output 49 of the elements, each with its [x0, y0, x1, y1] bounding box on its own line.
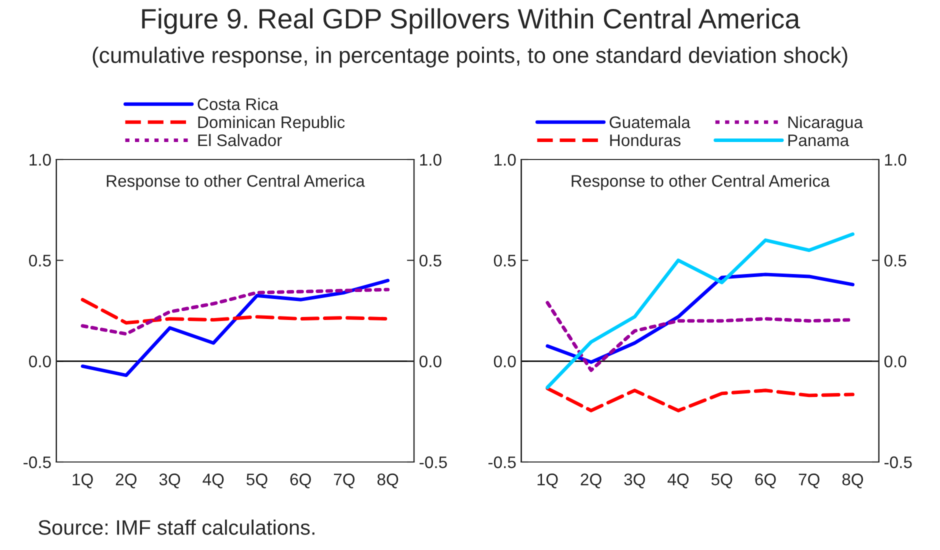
y2-tick-label: 0.5 [420, 254, 442, 267]
legend-label: Costa Rica [198, 98, 278, 110]
legend-label: Panama [788, 134, 850, 146]
line-series [546, 232, 854, 390]
x-tick-label: 1Q [72, 474, 93, 488]
y-tick-label: -0.5 [24, 456, 51, 468]
line-series [80, 288, 390, 336]
x-tick-label: 4Q [668, 474, 689, 488]
annotation: Response to other Central America [106, 174, 365, 190]
y2-tick-label: -0.5 [420, 456, 447, 468]
y-tick-label: 0.0 [29, 356, 51, 368]
x-tick-label: 8Q [842, 474, 864, 488]
text: Figure 9. Real GDP Spillovers Within Central America [142, 8, 800, 34]
source-note: Source: IMF staff calculations. [38, 520, 314, 535]
x-tick-label: 5Q [246, 474, 268, 488]
x-tick-label: 7Q [798, 474, 820, 488]
y2-tick-label: 1.0 [420, 154, 442, 166]
x-tick-label: 2Q [580, 474, 602, 488]
legend-label: Guatemala [610, 116, 690, 128]
y-tick-label: 1.0 [30, 154, 51, 166]
y-tick-label: 0.0 [494, 356, 516, 368]
x-tick-label: 2Q [116, 474, 136, 488]
legend-label: El Salvador [198, 134, 282, 146]
line-series [80, 298, 390, 325]
x-tick-label: 1Q [538, 474, 558, 488]
x-tick-label: 8Q [377, 474, 398, 488]
y-tick-label: 0.5 [29, 254, 51, 267]
x-tick-label: 7Q [334, 474, 355, 488]
x-tick-label: 3Q [159, 474, 180, 488]
y2-tick-label: 1.0 [885, 154, 906, 166]
legend-label: Nicaragua [788, 116, 864, 132]
y2-tick-label: 0.0 [420, 356, 442, 368]
legend-label: Honduras [610, 134, 681, 146]
y2-tick-label: -0.5 [884, 456, 912, 468]
annotation: Response to other Central America [572, 174, 830, 190]
y-tick-label: 1.0 [494, 154, 516, 166]
legend-label: Dominican Republic [198, 116, 345, 132]
x-tick-label: 4Q [202, 474, 224, 488]
x-tick-label: 3Q [624, 474, 645, 488]
x-tick-label: 6Q [290, 474, 311, 488]
y-tick-label: -0.5 [488, 456, 516, 468]
line-series [80, 278, 390, 378]
line-series [546, 386, 854, 412]
x-tick-label: 5Q [711, 474, 732, 488]
x-tick-label: 6Q [755, 474, 776, 488]
y2-tick-label: 0.0 [884, 356, 906, 368]
y2-tick-label: 0.5 [884, 254, 906, 267]
text: (cumulative response, in percentage points, to one standard deviation shock) [92, 46, 848, 68]
y-tick-label: 0.5 [494, 254, 516, 267]
